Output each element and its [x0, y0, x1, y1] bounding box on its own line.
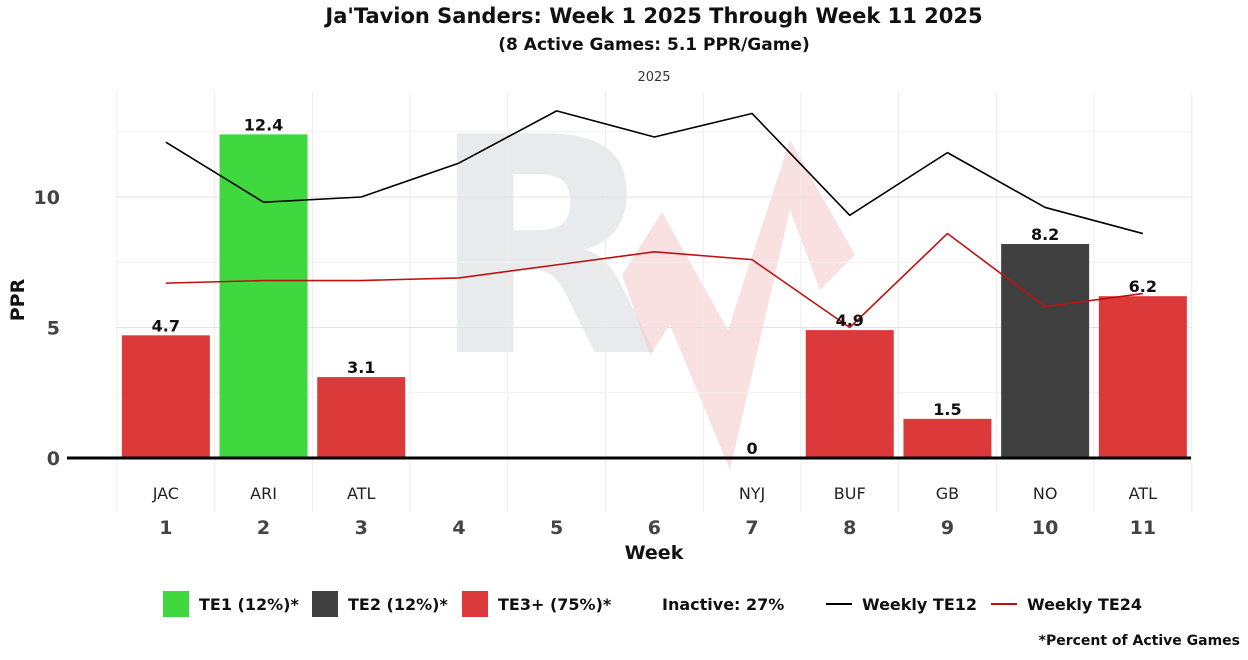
legend-inactive-label: Inactive: 27%	[662, 594, 785, 614]
y-axis-title: PPR	[7, 278, 29, 321]
legend-te2: TE2 (12%)*	[312, 590, 448, 618]
week-tick-label: 4	[452, 517, 465, 539]
value-label: 6.2	[1129, 277, 1157, 296]
bar-week-3	[317, 377, 406, 458]
week-tick-label: 8	[843, 517, 856, 539]
value-label: 4.9	[836, 311, 864, 330]
bars-group	[121, 134, 1187, 459]
value-label: 8.2	[1031, 225, 1059, 244]
bar-week-1	[121, 335, 210, 458]
legend-te12: Weekly TE12	[826, 590, 977, 618]
x-axis-title: Week	[625, 542, 684, 564]
week-tick-label: 7	[745, 517, 758, 539]
y-tick-label: 5	[47, 318, 60, 340]
legend-te12-label: Weekly TE12	[862, 594, 978, 614]
te24-line	[165, 232, 1143, 329]
opponent-label: JAC	[152, 484, 179, 503]
axes-group: 0 5 10 JAC 1 ARI 2 ATL 3 4 5 6 NYJ 7 BUF 8 GB 9 NO 10 ATL 11 W…	[7, 187, 1191, 564]
week-tick-label: 6	[648, 517, 661, 539]
week-tick-label: 5	[550, 517, 563, 539]
te24-line-swatch	[991, 603, 1017, 605]
y-tick-label: 0	[47, 448, 60, 470]
week-tick-label: 3	[355, 517, 368, 539]
footnote: *Percent of Active Games	[1038, 633, 1240, 649]
value-label: 1.5	[933, 400, 961, 419]
opponent-label: NO	[1033, 484, 1058, 503]
value-labels-group: 4.7 12.4 3.1 0 4.9 1.5 8.2 6.2	[152, 115, 1157, 458]
week-tick-label: 9	[941, 517, 954, 539]
y-tick-label: 10	[34, 187, 60, 209]
svg-text:R: R	[429, 74, 660, 423]
chart-area: R 4.7 12.4 3.1 0 4.9 1.5 8.2 6.2 0 5 10 JAC 1 ARI 2 AT…	[7, 74, 1193, 564]
chart-subtitle: (8 Active Games: 5.1 PPR/Game)	[498, 35, 810, 55]
legend-te1: TE1 (12%)*	[163, 590, 299, 618]
legend-te2-label: TE2 (12%)*	[348, 594, 448, 614]
legend-te3: TE3+ (75%)*	[462, 590, 611, 618]
legend-te24: Weekly TE24	[991, 590, 1142, 618]
facet-label: 2025	[637, 70, 671, 85]
lines-group	[165, 110, 1144, 329]
te12-line-swatch	[826, 603, 852, 605]
bar-week-2	[219, 134, 308, 459]
week-tick-label: 2	[257, 517, 270, 539]
te1-swatch	[163, 591, 189, 617]
week-tick-label: 10	[1032, 517, 1058, 539]
value-label: 4.7	[152, 316, 180, 335]
bar-week-8	[805, 330, 894, 458]
te2-swatch	[312, 591, 338, 617]
bar-week-10	[1001, 243, 1090, 458]
opponent-label: ATL	[1129, 484, 1157, 503]
week-tick-label: 1	[159, 517, 172, 539]
legend-te24-label: Weekly TE24	[1027, 594, 1143, 614]
value-label: 3.1	[347, 358, 375, 377]
bar-week-11	[1098, 296, 1187, 458]
week-tick-label: 11	[1130, 517, 1156, 539]
bar-week-9	[903, 418, 992, 458]
legend-te1-label: TE1 (12%)*	[199, 594, 299, 614]
te12-line	[165, 110, 1144, 235]
legend-inactive: Inactive: 27%	[662, 590, 784, 618]
opponent-label: ARI	[250, 484, 277, 503]
chart-title: Ja'Tavion Sanders: Week 1 2025 Through W…	[325, 4, 983, 28]
opponent-label: NYJ	[739, 484, 765, 503]
value-label: 12.4	[244, 115, 283, 134]
opponent-label: GB	[936, 484, 959, 503]
opponent-label: BUF	[834, 484, 866, 503]
te3-swatch	[462, 591, 488, 617]
value-label: 0	[746, 439, 757, 458]
opponent-label: ATL	[347, 484, 375, 503]
legend-te3-label: TE3+ (75%)*	[498, 594, 612, 614]
